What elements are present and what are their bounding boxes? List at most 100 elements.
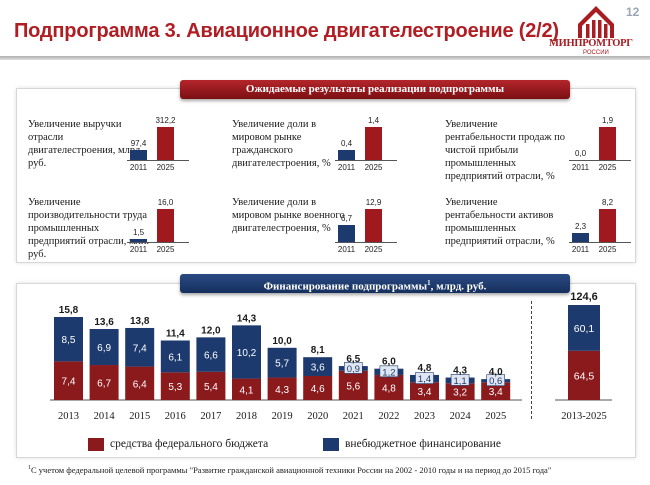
mini-bar-value: 2,3 xyxy=(574,221,587,231)
bar-extrabudgetary-label-box xyxy=(343,362,363,374)
bar-total-label: 6,5 xyxy=(346,354,360,365)
footnote-text: С учетом федеральной целевой программы "… xyxy=(31,465,552,475)
legend-label-extrabudgetary: внебюджетное финансирование xyxy=(345,438,501,450)
bar-federal-label: 4,1 xyxy=(240,385,254,396)
bar-extrabudgetary xyxy=(125,327,155,367)
bar-total-label: 4,8 xyxy=(418,363,432,374)
mini-bar-value: 312,2 xyxy=(155,116,176,125)
mini-bar-year: 2011 xyxy=(129,245,148,254)
bar-total-label: 8,1 xyxy=(311,345,325,356)
summary-federal-label: 64,5 xyxy=(574,370,595,382)
mini-bar-value: 16,0 xyxy=(157,198,174,207)
bar-category-label: 2016 xyxy=(165,411,186,422)
summary-total-label: 124,6 xyxy=(570,291,598,303)
mini-bar-value: 97,4 xyxy=(130,138,147,148)
mini-bar-value: 0,0 xyxy=(574,149,587,158)
bar-extrabudgetary-label: 6,9 xyxy=(97,343,111,354)
bar-extrabudgetary-label: 6,1 xyxy=(168,352,182,363)
slide-title: Подпрограмма 3. Авиационное двигателестр… xyxy=(14,20,559,42)
mini-bar-value: 6,7 xyxy=(340,213,353,223)
bar-extrabudgetary xyxy=(303,357,333,376)
bar-federal xyxy=(267,377,297,400)
bar-total-label: 11,4 xyxy=(166,328,185,339)
summary-extrabudgetary-label: 60,1 xyxy=(574,323,595,335)
mini-bar-2025 xyxy=(157,209,174,242)
bar-extrabudgetary-label-box xyxy=(379,365,399,378)
bar-category-label: 2017 xyxy=(200,411,221,422)
mini-bar-2011 xyxy=(338,224,355,242)
mini-bar-value: 8,2 xyxy=(601,198,614,207)
bar-federal-label: 4,6 xyxy=(311,384,325,395)
bar-total-label: 4,0 xyxy=(489,367,503,378)
mini-chart-axis xyxy=(335,160,397,161)
bar-federal-label: 3,4 xyxy=(489,387,503,398)
bar-category-label: 2023 xyxy=(414,411,435,422)
bar-federal xyxy=(54,361,83,400)
metric-label: Увеличение доли в мировом рынке гражданс… xyxy=(232,119,331,169)
logo-name: МИНПРОМТОРГ xyxy=(549,38,633,49)
mini-bar-2011 xyxy=(572,232,589,242)
bar-extrabudgetary-label: 10,2 xyxy=(237,348,257,359)
bar-federal-label: 6,4 xyxy=(133,379,147,390)
bar-extrabudgetary-label: 1,4 xyxy=(418,374,431,385)
bar-federal xyxy=(160,372,190,400)
results-banner: Ожидаемые результаты реализации подпрогр… xyxy=(180,80,570,99)
mini-bar-2025 xyxy=(365,127,382,160)
bar-federal xyxy=(303,375,333,400)
ministry-logo-icon xyxy=(578,6,614,38)
bar-federal-label: 6,7 xyxy=(97,379,111,390)
mini-bar-value: 1,5 xyxy=(132,228,145,238)
bar-federal-label: 7,4 xyxy=(62,377,76,388)
bar-extrabudgetary xyxy=(232,325,261,379)
metric-label: Увеличение доли в мировом рынке военного… xyxy=(232,197,345,234)
mini-bar-2011 xyxy=(130,149,147,160)
mini-bar-year: 2011 xyxy=(337,245,356,254)
bar-extrabudgetary-label: 0,6 xyxy=(489,376,502,387)
mini-bar-year: 2011 xyxy=(571,163,590,172)
mini-bar-year: 2011 xyxy=(129,163,148,172)
bar-category-label: 2014 xyxy=(94,411,116,422)
mini-chart-axis xyxy=(569,242,631,243)
mini-bar-year: 2025 xyxy=(598,163,617,172)
mini-bar-year: 2011 xyxy=(337,163,356,172)
bar-federal-label: 4,3 xyxy=(275,385,289,396)
mini-bar-2025 xyxy=(365,209,382,242)
bar-category-label: 2024 xyxy=(450,411,472,422)
bar-extrabudgetary-label: 8,5 xyxy=(62,335,76,346)
bar-category-label: 2022 xyxy=(378,411,399,422)
mini-bar-year: 2025 xyxy=(156,245,175,254)
bar-federal-label: 5,3 xyxy=(168,382,182,393)
bar-extrabudgetary xyxy=(196,337,226,372)
mini-chart-axis xyxy=(127,242,189,243)
mini-bar-year: 2011 xyxy=(571,245,590,254)
funding-banner: Финансирование подпрограммы1, млрд. руб. xyxy=(180,274,570,293)
bar-federal-label: 3,4 xyxy=(418,387,432,398)
page-number: 12 xyxy=(626,5,640,19)
mini-bar-year: 2025 xyxy=(156,163,175,172)
summary-bar-extrabudgetary xyxy=(568,305,600,351)
bar-total-label: 6,0 xyxy=(382,357,396,368)
bar-total-label: 4,3 xyxy=(453,366,467,377)
footnote-mark: 1 xyxy=(28,465,31,472)
mini-bar-2025 xyxy=(157,127,174,160)
mini-bar-2011 xyxy=(338,150,355,160)
bar-federal-label: 5,4 xyxy=(204,382,218,393)
bar-federal-label: 4,8 xyxy=(382,383,396,394)
bar-federal xyxy=(374,374,404,400)
funding-banner-footnote-mark: 1 xyxy=(427,279,431,287)
bar-federal xyxy=(410,382,439,400)
footnote: 1С учетом федеральной целевой программы … xyxy=(28,465,551,475)
bar-category-label: 2020 xyxy=(307,411,328,422)
bar-category-label: 2021 xyxy=(343,411,364,422)
bar-extrabudgetary-label-box xyxy=(486,374,506,386)
bar-federal xyxy=(481,382,511,400)
bar-federal xyxy=(125,366,155,400)
mini-chart-axis xyxy=(335,242,397,243)
legend-swatch-federal xyxy=(88,438,104,451)
mini-bar-year: 2025 xyxy=(364,163,383,172)
bar-category-label: 2018 xyxy=(236,411,257,422)
title-divider xyxy=(0,56,650,60)
metric-label: Увеличение производительности труда пром… xyxy=(28,197,150,260)
bar-total-label: 13,6 xyxy=(94,317,114,328)
